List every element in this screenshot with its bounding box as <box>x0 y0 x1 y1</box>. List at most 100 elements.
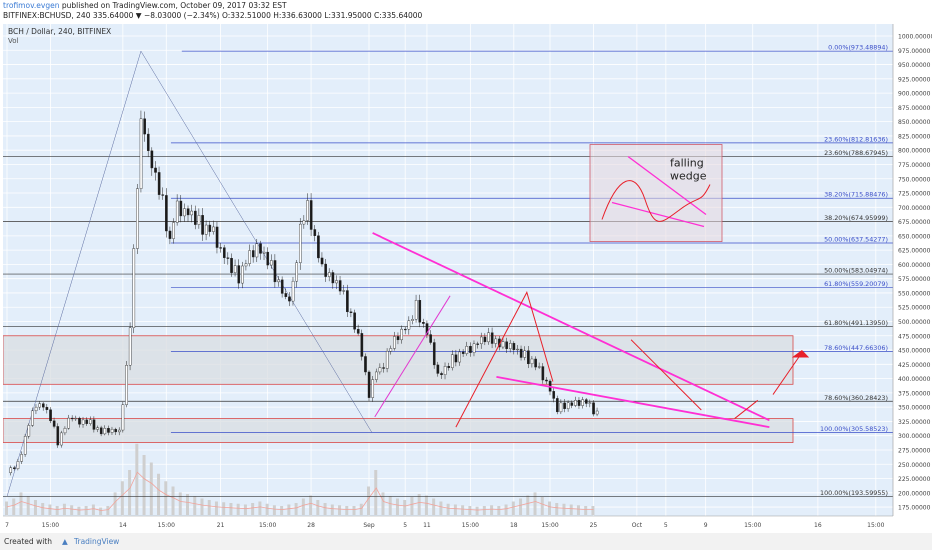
candle-body <box>233 265 237 273</box>
chart-header: trofimov.evgen published on TradingView.… <box>0 0 932 22</box>
candle-body <box>146 133 150 151</box>
candle-body <box>581 399 584 406</box>
candle-body <box>440 373 443 375</box>
price-chart[interactable]: 1000.00000 975.00000 950.00000 925.00000 900… <box>0 22 932 533</box>
candle-body <box>136 188 139 249</box>
candle-body <box>367 371 371 398</box>
created-with-label: Created with <box>4 537 52 546</box>
candle-body <box>42 403 45 408</box>
candle-body <box>476 343 480 345</box>
candle-body <box>186 208 190 216</box>
candle-body <box>230 257 233 273</box>
volume-bar <box>446 503 450 515</box>
candle-body <box>215 226 219 248</box>
volume-bar <box>251 503 255 515</box>
candle-body <box>508 343 512 349</box>
candle-body <box>346 290 349 313</box>
volume-bar <box>128 470 132 515</box>
candle-body <box>190 210 194 216</box>
volume-bar <box>55 506 59 515</box>
candle-body <box>563 402 566 409</box>
volume-bar <box>569 504 573 515</box>
candle-body <box>291 280 295 302</box>
y-tick-label: 525.00000 <box>898 305 931 312</box>
x-tick-label: 9 <box>704 522 708 529</box>
candle-body <box>16 461 20 469</box>
volume-bar <box>576 505 580 515</box>
x-tick-label: 15:00 <box>541 522 558 529</box>
volume-bar <box>214 501 218 515</box>
candle-body <box>45 406 49 410</box>
volume-bar <box>410 497 414 515</box>
candle-body <box>309 200 313 230</box>
breakout-arrow <box>772 355 801 395</box>
candle-body <box>375 371 378 380</box>
volume-bar <box>490 505 494 515</box>
candle-body <box>447 366 451 368</box>
x-tick-label: 15:00 <box>158 522 175 529</box>
volume-bar <box>171 486 175 515</box>
volume-bar <box>548 501 551 515</box>
fib-level-label: 100.00%(305.58523) <box>820 425 888 433</box>
volume-bar <box>193 496 197 515</box>
candle-body <box>273 260 277 283</box>
candle-body <box>338 280 342 292</box>
candle-body <box>52 420 56 427</box>
candle-body <box>527 350 530 365</box>
volume-bar <box>562 503 566 515</box>
candle-body <box>103 428 107 435</box>
y-tick-label: 225.00000 <box>898 476 931 483</box>
candle-body <box>519 348 523 358</box>
annotation-wedge-upper <box>627 155 707 216</box>
volume-bar <box>84 506 88 515</box>
tradingview-logo-icon[interactable]: ▲ <box>62 537 68 546</box>
chart-footer: Created with ▲ TradingView <box>0 533 932 550</box>
y-tick-label: 450.00000 <box>898 348 931 355</box>
candle-body <box>194 210 197 225</box>
volume-bar <box>301 498 305 515</box>
candle-body <box>302 220 306 225</box>
candle-body <box>168 230 172 239</box>
volume-bar <box>41 503 45 515</box>
candle-body <box>494 338 498 344</box>
candle-body <box>244 263 248 267</box>
candle-body <box>523 350 527 358</box>
candle-body <box>70 417 74 420</box>
candle-body <box>197 215 201 225</box>
volume-bar <box>33 500 37 515</box>
candle-body <box>248 250 251 264</box>
candle-body <box>306 200 309 221</box>
fib-level-label: 100.00%(193.59955) <box>820 489 888 497</box>
candle-body <box>480 336 483 345</box>
y-tick-label: 375.00000 <box>898 390 931 397</box>
candle-body <box>537 366 541 368</box>
volume-bar <box>519 498 523 515</box>
tradingview-brand[interactable]: TradingView <box>74 537 120 546</box>
chart-legend-title: BCH / Dollar, 240, BITFINEX <box>8 27 111 36</box>
y-tick-label: 775.00000 <box>898 162 931 169</box>
candle-body <box>139 118 143 189</box>
candle-body <box>34 406 38 412</box>
volume-bar <box>26 496 30 515</box>
volume-bar <box>309 495 313 515</box>
y-tick-label: 825.00000 <box>898 133 931 140</box>
breakout-arrowhead <box>791 350 810 358</box>
candle-body <box>349 311 353 313</box>
fib-level-label: 61.80%(559.20079) <box>824 280 888 288</box>
author-link[interactable]: trofimov.evgen <box>3 1 60 10</box>
candle-body <box>284 293 288 297</box>
fib-level-label: 78.60%(360.28423) <box>824 394 888 402</box>
candle-body <box>490 332 494 344</box>
y-tick-label: 925.00000 <box>898 76 931 83</box>
y-tick-label: 1000.00000 <box>898 34 932 41</box>
candle-body <box>67 417 70 429</box>
annotation-wedge-lower <box>611 201 705 228</box>
candle-body <box>483 336 487 343</box>
candle-body <box>107 428 110 433</box>
wave-arrow-2 <box>630 339 702 411</box>
candle-body <box>262 251 266 254</box>
candle-body <box>313 229 317 236</box>
candle-body <box>179 200 183 217</box>
y-tick-label: 500.00000 <box>898 319 931 326</box>
volume-bar <box>497 506 501 515</box>
